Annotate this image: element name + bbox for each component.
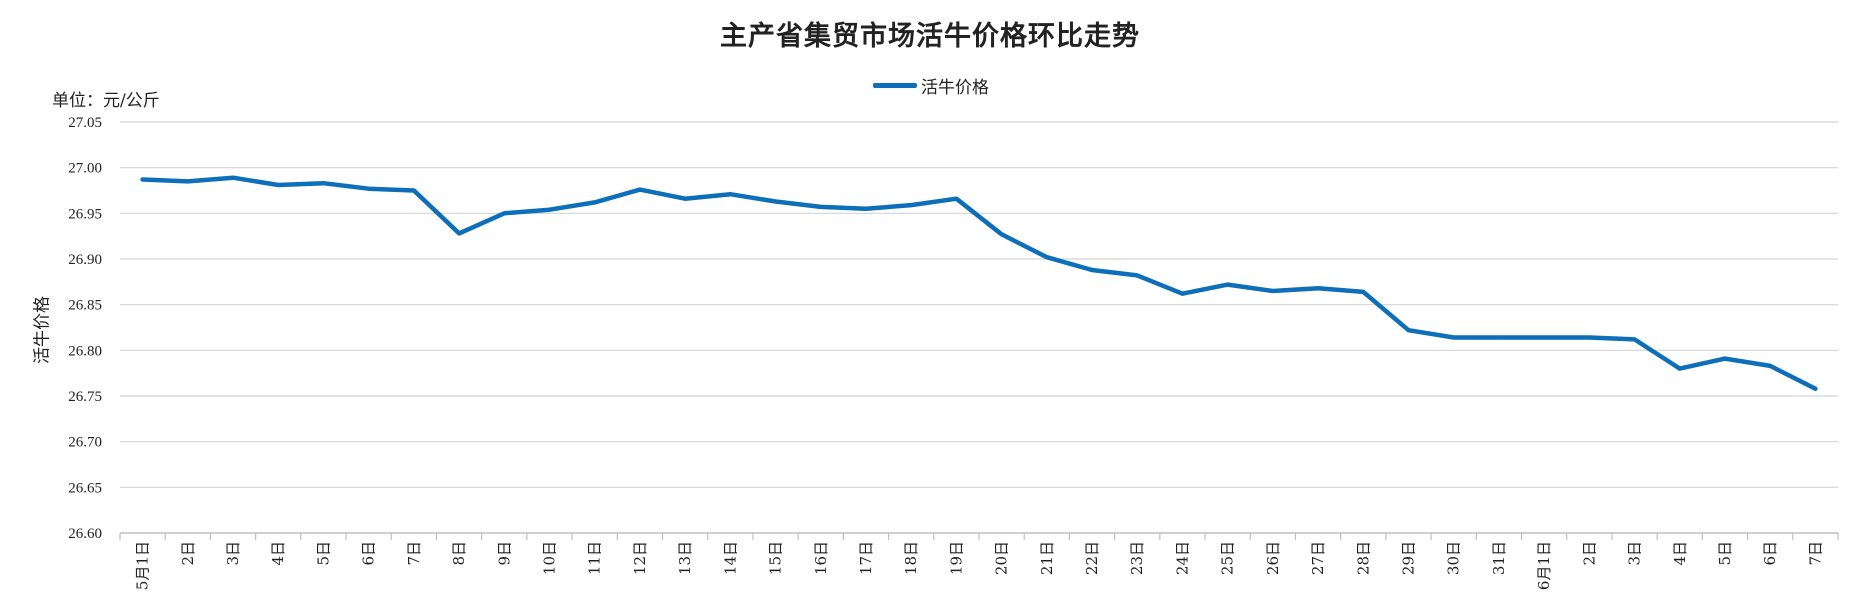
y-tick-label: 26.60 <box>68 526 102 542</box>
x-tick-label: 17日 <box>857 541 875 575</box>
x-tick-label: 22日 <box>1083 541 1101 575</box>
x-tick-label: 28日 <box>1354 541 1372 575</box>
x-tick-label: 20日 <box>993 541 1011 575</box>
x-tick-label: 5日 <box>1716 541 1734 566</box>
y-tick-label: 27.00 <box>68 161 102 177</box>
x-tick-label: 9日 <box>495 541 513 566</box>
data-point <box>684 198 686 200</box>
data-point <box>142 179 144 181</box>
legend-label: 活牛价格 <box>921 78 989 98</box>
x-tick-label: 29日 <box>1400 541 1418 575</box>
x-tick-label: 4日 <box>269 541 287 566</box>
chart-title: 主产省集贸市场活牛价格环比走势 <box>720 21 1140 52</box>
data-point <box>1001 233 1003 235</box>
data-point <box>1317 287 1319 289</box>
x-tick-label: 8日 <box>450 541 468 566</box>
data-point <box>503 212 505 214</box>
x-tick-label: 27日 <box>1309 541 1327 575</box>
data-point <box>1227 284 1229 286</box>
x-tick-label: 5月1日 <box>134 541 152 590</box>
data-point <box>232 177 234 179</box>
x-tick-label: 6月1日 <box>1535 541 1553 590</box>
data-point <box>458 232 460 234</box>
data-point <box>1408 329 1409 331</box>
y-tick-label: 26.65 <box>68 480 102 496</box>
data-point <box>775 200 777 202</box>
x-tick-label: 18日 <box>902 541 920 575</box>
data-point <box>865 208 867 210</box>
y-tick-label: 26.85 <box>68 298 102 314</box>
y-tick-label: 26.75 <box>68 389 102 405</box>
x-tick-label: 19日 <box>947 541 965 575</box>
x-tick-label: 2日 <box>179 541 197 566</box>
x-tick-label: 25日 <box>1219 541 1237 575</box>
data-point <box>322 182 324 184</box>
x-tick-label: 7日 <box>1806 541 1824 566</box>
data-point <box>1498 337 1500 339</box>
x-tick-label: 15日 <box>767 541 785 575</box>
y-tick-label: 26.80 <box>68 343 102 359</box>
data-point <box>1634 338 1636 340</box>
x-axis: 5月1日 2日 3日 4日 5日 6日 7日 8日 9日 10日 11日 12日 13日 14日 15日 16… <box>119 532 1839 590</box>
data-point <box>955 198 957 200</box>
gridlines <box>120 121 1838 488</box>
x-tick-label: 6日 <box>1761 541 1779 566</box>
data-point <box>639 189 641 191</box>
y-tick-label: 27.05 <box>68 115 102 131</box>
data-point <box>1046 256 1048 258</box>
x-tick-label: 13日 <box>676 541 694 575</box>
data-point <box>1588 337 1590 339</box>
series-line <box>140 175 1818 391</box>
x-tick-label: 3日 <box>1626 541 1644 566</box>
data-point <box>1181 293 1183 295</box>
y-tick-label: 26.70 <box>68 435 102 451</box>
x-tick-label: 11日 <box>586 541 604 575</box>
x-tick-label: 30日 <box>1445 541 1463 575</box>
unit-label: 单位：元/公斤 <box>52 91 160 111</box>
data-point <box>413 190 415 191</box>
x-tick-label: 16日 <box>812 541 830 575</box>
y-axis-ticks: 26.60 26.65 26.70 26.75 26.80 26.85 26.90 26.95… <box>68 115 102 542</box>
x-tick-label: 26日 <box>1264 541 1282 575</box>
x-tick-label: 5日 <box>314 541 332 566</box>
data-point <box>594 201 596 203</box>
x-tick-label: 21日 <box>1038 541 1056 575</box>
data-point <box>1724 358 1726 360</box>
data-point <box>277 184 279 186</box>
data-point <box>1136 274 1138 276</box>
x-tick-label: 23日 <box>1128 541 1146 575</box>
legend: 活牛价格 <box>873 73 989 98</box>
x-tick-label: 10日 <box>541 541 559 575</box>
data-point <box>549 209 550 211</box>
x-tick-label: 7日 <box>405 541 423 566</box>
x-tick-label: 4日 <box>1671 541 1689 566</box>
x-tick-label: 2日 <box>1580 541 1598 566</box>
data-point <box>187 180 189 182</box>
y-tick-label: 26.90 <box>68 252 102 268</box>
data-point <box>1769 365 1771 367</box>
x-tick-label: 24日 <box>1173 541 1191 575</box>
series-line-path <box>140 175 1818 391</box>
x-tick-label: 3日 <box>224 541 242 566</box>
x-tick-label: 6日 <box>360 541 378 566</box>
data-point <box>1679 368 1681 370</box>
data-point <box>820 206 822 208</box>
x-tick-label: 12日 <box>631 541 649 575</box>
data-point <box>1362 291 1364 293</box>
legend-swatch <box>873 83 917 88</box>
data-point <box>1543 337 1545 339</box>
data-point <box>1091 269 1093 271</box>
data-point <box>1272 290 1274 292</box>
data-point <box>729 193 731 195</box>
data-point <box>1453 337 1455 339</box>
x-tick-label: 31日 <box>1490 541 1508 575</box>
data-point <box>1814 388 1816 390</box>
data-point <box>368 188 370 190</box>
x-tick-label: 14日 <box>721 541 739 575</box>
data-point <box>910 204 912 206</box>
y-tick-label: 26.95 <box>68 206 102 222</box>
